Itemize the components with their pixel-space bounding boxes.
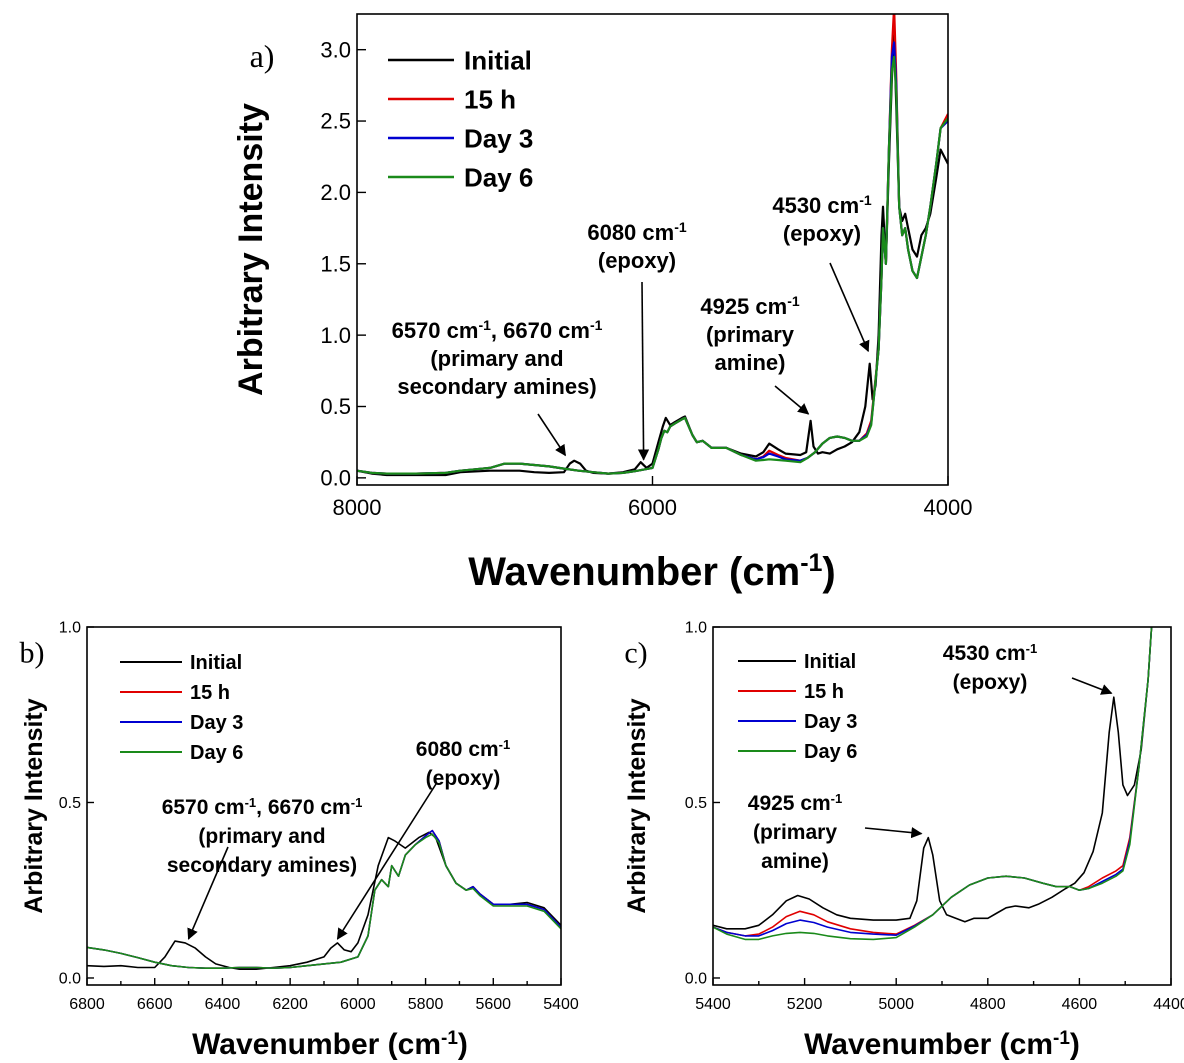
annotation-text: (primary [753,821,837,844]
y-tick-label: 1.0 [59,620,81,637]
chart-panel-1: 8000 6000 4000 0.0 0.5 1.0 1.5 2.0 2.5 3.0 Wavenum… [232,13,973,594]
annotation-text: 4530 cm-1 [772,192,872,218]
y-tick-label: 1.5 [320,251,351,276]
legend-entry: 15 h [464,84,516,114]
annotation-text: 4925 cm-1 [748,791,842,816]
series-line-15-h [87,829,561,969]
annotation-text: (primary [706,322,795,347]
y-tick-label: 2.0 [320,180,351,205]
series-line-day-6 [357,55,948,475]
y-tick-label: 0.0 [59,971,81,988]
annotation-text: (epoxy) [783,221,861,246]
annotation-arrow [336,783,437,940]
x-tick-label: 6000 [628,495,677,520]
legend-entry: Initial [464,45,532,75]
legend-entry: Day 3 [190,712,243,734]
y-tick-label: 0.5 [320,394,351,419]
legend-entry: Day 3 [464,123,533,153]
legend-entry: Day 6 [464,162,533,192]
annotation-text: secondary amines) [167,854,357,877]
annotation-text: secondary amines) [397,374,596,399]
series-line-initial [713,627,1153,930]
legend-entry: Initial [190,652,242,674]
legend-entry: 15 h [190,682,230,704]
annotation-arrow [1071,677,1113,695]
x-tick-label: 6800 [69,996,105,1013]
series-line-15-h [713,627,1153,937]
legend-entry: Initial [804,651,856,673]
x-tick-label: 5000 [878,996,914,1013]
annotation-arrow [637,281,650,461]
x-tick-label: 5200 [787,996,823,1013]
series-group [713,627,1153,941]
y-tick-label: 0.0 [320,466,351,491]
annotation-text: 6570 cm-1, 6670 cm-1 [162,795,363,820]
x-tick-label: 4800 [970,996,1006,1013]
series-line-day-6 [713,627,1153,941]
y-tick-label: 1.0 [685,620,707,637]
annotation-arrow [187,846,229,940]
series-line-day-3 [87,829,561,969]
x-axis-label: Wavenumber (cm-1) [192,1028,468,1062]
annotation-arrow [829,262,870,353]
series-group [357,14,948,477]
x-tick-label: 5400 [695,996,731,1013]
annotation-text: 4530 cm-1 [943,641,1037,666]
panel-label: a) [250,38,275,74]
annotation-text: 6080 cm-1 [416,737,510,762]
legend-entry: 15 h [804,681,844,703]
legend-entry: Day 6 [190,742,243,764]
x-tick-label: 5800 [408,996,444,1013]
annotation-text: (epoxy) [426,767,501,790]
y-axis-label: Arbitrary Intensity [232,103,270,396]
legend-entry: Day 3 [804,711,857,733]
y-tick-label: 0.5 [685,795,707,812]
annotation-text: amine) [761,850,829,873]
x-axis-label: Wavenumber (cm-1) [468,549,836,594]
annotation-text: (epoxy) [598,248,676,273]
x-axis-label: Wavenumber (cm-1) [804,1028,1080,1062]
annotation-text: 6080 cm-1 [587,219,687,245]
series-line-day-6 [87,833,561,969]
series-group [87,829,561,970]
y-tick-label: 0.0 [685,971,707,988]
y-tick-label: 1.0 [320,323,351,348]
panel-label: c) [624,637,647,670]
x-tick-label: 6200 [272,996,308,1013]
chart-panel-2: 6800 6600 6400 6200 6000 5800 5600 5400 0.0 0.5 1.… [20,620,579,1061]
x-tick-label: 5600 [475,996,511,1013]
x-tick-label: 6000 [340,996,376,1013]
annotation-arrow [864,827,923,839]
annotation-text: 4925 cm-1 [700,293,800,319]
x-tick-label: 6400 [205,996,241,1013]
y-axis-label: Arbitrary Intensity [623,698,651,913]
panel-label: b) [20,637,45,670]
y-tick-label: 3.0 [320,37,351,62]
x-tick-label: 8000 [333,495,382,520]
x-tick-label: 5400 [543,996,579,1013]
annotation-arrow [774,385,810,415]
x-tick-label: 4000 [924,495,973,520]
y-tick-label: 0.5 [59,795,81,812]
x-tick-label: 4600 [1062,996,1098,1013]
annotation-text: (primary and [430,346,563,371]
annotation-text: (primary and [198,825,325,848]
legend-entry: Day 6 [804,741,857,763]
annotation-text: (epoxy) [953,671,1028,694]
x-tick-label: 6600 [137,996,173,1013]
annotation-text: 6570 cm-1, 6670 cm-1 [392,317,603,343]
annotation-arrow [537,413,566,457]
y-tick-label: 2.5 [320,109,351,134]
y-axis-label: Arbitrary Intensity [20,698,48,913]
annotation-text: amine) [715,350,786,375]
